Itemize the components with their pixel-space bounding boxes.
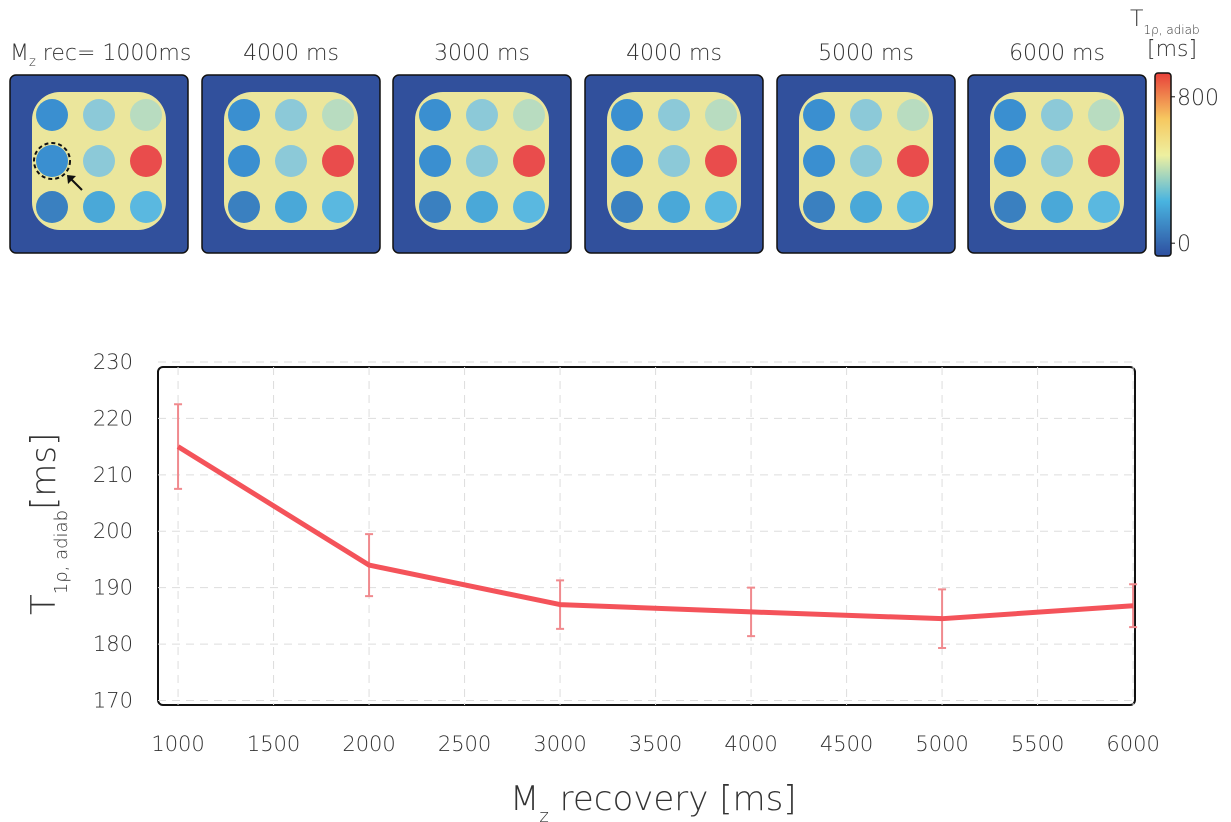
phantom-vial — [897, 191, 929, 223]
phantom-vial — [611, 191, 643, 223]
phantom-vial — [705, 191, 737, 223]
phantom-vial — [611, 99, 643, 131]
phantom-panels — [10, 75, 1146, 253]
phantom-vial — [228, 99, 260, 131]
panel-label: 4000 ms — [243, 41, 339, 66]
phantom-vial — [322, 191, 354, 223]
y-tick-label: 220 — [93, 406, 133, 430]
x-tick-label: 2000 — [342, 732, 395, 756]
phantom-vial — [1088, 99, 1120, 131]
x-tick-label: 4500 — [820, 732, 873, 756]
phantom-vial — [322, 99, 354, 131]
phantom-vial — [130, 191, 162, 223]
x-tick-label: 2500 — [438, 732, 491, 756]
phantom-vial — [83, 145, 115, 177]
x-tick-label: 3000 — [533, 732, 586, 756]
colorbar-unit: [ms] — [1147, 37, 1197, 62]
x-tick-label: 3500 — [629, 732, 682, 756]
plot-frame — [158, 367, 1135, 705]
phantom-vial — [611, 145, 643, 177]
colorbar-title: T1ρ, adiab — [1130, 7, 1200, 37]
x-label-main: M — [510, 779, 539, 819]
x-label-rest: recovery [ms] — [549, 779, 797, 819]
phantom-vial — [83, 99, 115, 131]
phantom-vial — [228, 145, 260, 177]
phantom-vial — [36, 99, 68, 131]
phantom-vial — [1041, 145, 1073, 177]
x-tick-label: 5000 — [915, 732, 968, 756]
phantom-vial — [466, 145, 498, 177]
phantom-vial — [897, 99, 929, 131]
phantom-vial — [419, 145, 451, 177]
phantom-vial — [466, 99, 498, 131]
phantom-vial — [513, 99, 545, 131]
cb-title-sub: 1ρ, adiab — [1143, 23, 1199, 37]
panel-label: 6000 ms — [1009, 41, 1105, 66]
phantom-vial — [322, 145, 354, 177]
phantom-vial — [994, 99, 1026, 131]
x-tick-label: 1500 — [247, 732, 300, 756]
phantom-vial — [850, 191, 882, 223]
phantom-vial — [36, 191, 68, 223]
phantom-vial — [83, 191, 115, 223]
x-tick-label: 1000 — [151, 732, 204, 756]
phantom-vial — [466, 191, 498, 223]
y-tick-label: 190 — [93, 576, 133, 600]
colorbar-tick-label: 800 — [1177, 86, 1219, 111]
y-tick-label: 200 — [93, 519, 133, 543]
phantom-vial — [228, 191, 260, 223]
phantom-vial — [994, 145, 1026, 177]
phantom-vial — [1041, 191, 1073, 223]
x-tick-label: 5500 — [1011, 732, 1064, 756]
label-rest: rec= 1000ms — [36, 41, 192, 66]
y-label-unit: [ms] — [24, 433, 64, 510]
phantom-vial — [513, 191, 545, 223]
phantom-vial — [705, 145, 737, 177]
phantom-vial — [705, 99, 737, 131]
colorbar — [1155, 73, 1171, 256]
phantom-vial — [130, 145, 162, 177]
panel-label: 5000 ms — [818, 41, 914, 66]
colorbar-tick-label: 0 — [1177, 232, 1191, 257]
label-main: M — [10, 41, 29, 66]
x-tick-label: 6000 — [1106, 732, 1159, 756]
phantom-vial — [658, 191, 690, 223]
phantom-vial — [419, 99, 451, 131]
x-tick-label: 4000 — [724, 732, 777, 756]
phantom-vial — [803, 99, 835, 131]
x-label-sub: z — [539, 806, 548, 822]
y-tick-label: 230 — [93, 350, 133, 374]
phantom-vial — [897, 145, 929, 177]
phantom-vial — [803, 191, 835, 223]
x-axis-label: Mz recovery [ms] — [510, 779, 797, 822]
cb-title-main: T — [1130, 7, 1143, 32]
phantom-vial — [36, 145, 68, 177]
y-label-sub: 1ρ, adiab — [51, 510, 72, 594]
panel-label: 4000 ms — [626, 41, 722, 66]
phantom-vial — [1088, 145, 1120, 177]
panel-label: 3000 ms — [434, 41, 530, 66]
phantom-vial — [1041, 99, 1073, 131]
y-tick-label: 180 — [93, 632, 133, 656]
phantom-vial — [275, 99, 307, 131]
phantom-vial — [130, 99, 162, 131]
phantom-vial — [419, 191, 451, 223]
phantom-vial — [275, 191, 307, 223]
figure: Mz rec= 1000ms T1ρ, adiab [ms] Mz recove… — [0, 0, 1231, 822]
phantom-vial — [275, 145, 307, 177]
phantom-vial — [850, 145, 882, 177]
phantom-vial — [1088, 191, 1120, 223]
phantom-vial — [803, 145, 835, 177]
phantom-vial — [658, 145, 690, 177]
y-tick-label: 170 — [93, 688, 133, 712]
y-tick-label: 210 — [93, 463, 133, 487]
panel-label: Mz rec= 1000ms — [10, 41, 191, 70]
phantom-vial — [994, 191, 1026, 223]
phantom-vial — [850, 99, 882, 131]
phantom-vial — [658, 99, 690, 131]
y-label-main: T — [24, 594, 64, 615]
phantom-vial — [513, 145, 545, 177]
y-axis-label: T1ρ, adiab[ms] — [24, 433, 72, 615]
